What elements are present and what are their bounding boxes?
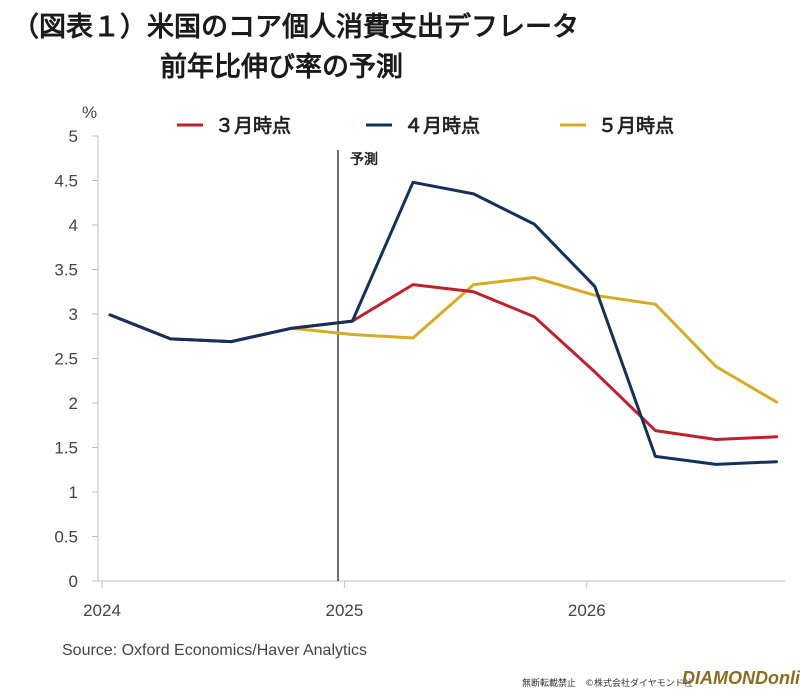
series-line-s2 <box>108 180 779 466</box>
y-tick-label: 2.5 <box>54 350 78 369</box>
legend-label-s3: ５月時点 <box>598 115 674 137</box>
brand-logo: DIAMONDonline <box>682 668 800 688</box>
source-note: Source: Oxford Economics/Haver Analytics <box>62 642 368 659</box>
title-line-1: （図表１）米国のコア個人消費支出デフレータ <box>12 12 579 43</box>
legend-label-s1: ３月時点 <box>215 115 291 137</box>
y-tick-label: 5 <box>69 127 78 146</box>
legend-label-s2: ４月時点 <box>404 115 480 137</box>
y-tick-label: 1 <box>69 483 78 502</box>
copyright-note: 無断転載禁止 ©株式会社ダイヤモンド社 <box>522 679 693 689</box>
axes: 0 0.5 1 1.5 2 2.5 3 3.5 4 4.5 5% 2024 2025 2026 予測 <box>54 103 785 620</box>
y-tick-label: 0 <box>69 572 78 591</box>
title-line-2: 前年比伸び率の予測 <box>160 52 403 83</box>
legend: ３月時点 ４月時点 ５月時点 <box>177 115 674 137</box>
y-tick-label: 4 <box>69 216 78 235</box>
x-tick-label: 2025 <box>325 601 363 620</box>
forecast-label: 予測 <box>350 151 378 168</box>
y-tick-label: 3.5 <box>54 261 78 280</box>
y-tick-label: 4.5 <box>54 172 78 191</box>
y-tick-label: 0.5 <box>54 528 78 547</box>
series-line-s1 <box>108 283 779 441</box>
y-tick-label: 1.5 <box>54 439 78 458</box>
x-tick-label: 2026 <box>568 601 606 620</box>
chart-title: （図表１）米国のコア個人消費支出デフレータ 前年比伸び率の予測 <box>12 8 579 88</box>
y-tick-label: 3 <box>69 305 78 324</box>
y-tick-label: 2 <box>69 394 78 413</box>
x-tick-label: 2024 <box>83 601 121 620</box>
series-lines <box>108 180 779 466</box>
y-axis-unit: % <box>82 103 97 122</box>
